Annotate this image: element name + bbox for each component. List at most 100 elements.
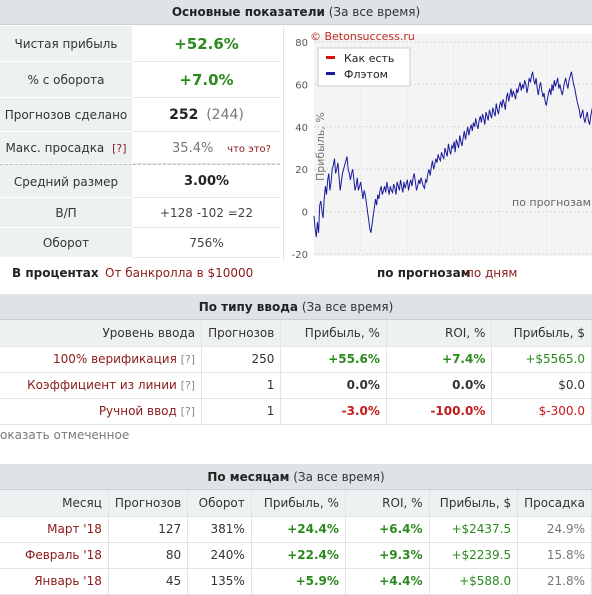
turnover: 135% (187, 568, 252, 595)
legend-label-as-is: Как есть (344, 52, 394, 65)
col-profit-pct: Прибыль, % (251, 490, 346, 517)
col-month: Месяц (0, 490, 109, 517)
col-input-level: Уровень ввода (0, 320, 203, 347)
what-is-this-link[interactable]: что это? (227, 144, 271, 155)
max-drawdown-help-link[interactable]: [?] (112, 142, 127, 155)
profit-chart-svg: 80 60 40 20 0 -20 © Betonsuccess.ru Как есть … (292, 30, 592, 261)
profit-pct: 0.0% (280, 372, 387, 399)
month-link[interactable]: Февраль '18 (0, 542, 109, 569)
month-link[interactable]: Январь '18 (0, 568, 109, 595)
forecasts-count: 252 (169, 107, 199, 123)
value-average-size: 3.00% (133, 164, 280, 198)
profit-pct: +24.4% (251, 516, 346, 543)
summary-footer: В процентах От банкролла в $10000 по про… (0, 261, 592, 285)
drawdown: 24.9% (517, 516, 592, 543)
by-forecasts-label: по прогнозам (377, 266, 471, 280)
input-level-name[interactable]: Ручной ввод (98, 404, 177, 418)
bankroll-link[interactable]: От банкролла в $10000 (105, 266, 254, 280)
drawdown: 21.8% (517, 568, 592, 595)
roi: +4.4% (345, 568, 430, 595)
by-month-title: По месяцам (207, 470, 290, 484)
profit-pct: +55.6% (280, 346, 387, 373)
input-level-name[interactable]: Коэффициент из линии (27, 378, 177, 392)
turnover: 381% (187, 516, 252, 543)
max-drawdown-label: Макс. просадка (5, 141, 105, 155)
summary-period: (За все время) (328, 5, 421, 19)
profit-usd: +$2437.5 (429, 516, 519, 543)
legend-swatch-flat (326, 72, 335, 75)
profit-pct: +22.4% (251, 542, 346, 569)
forecast-count: 80 (108, 542, 189, 569)
by-input-period: (За все время) (301, 300, 394, 314)
by-month-header-row: Месяц Прогнозов Оборот Прибыль, % ROI, %… (0, 490, 592, 517)
chart-legend: Как есть Флэтом (317, 47, 411, 87)
by-input-table: Уровень ввода Прогнозов Прибыль, % ROI, … (0, 320, 592, 425)
by-month-period: (За все время) (293, 470, 385, 484)
col-roi: ROI, % (345, 490, 430, 517)
summary-title: Основные показатели (171, 5, 325, 19)
profit-usd: +$5565.0 (491, 346, 592, 373)
col-drawdown: Просадка (517, 490, 592, 517)
table-row: 100% верификация [?] 250 +55.6% +7.4% +$… (0, 346, 592, 373)
label-average-size: Средний размер (0, 164, 132, 198)
col-profit-pct: Прибыль, % (280, 320, 387, 347)
by-month-header: По месяцам (За все время) (0, 464, 592, 490)
label-net-profit: Чистая прибыль (0, 26, 132, 62)
profit-chart: 80 60 40 20 0 -20 © Betonsuccess.ru Как есть … (283, 26, 592, 261)
input-level-help[interactable]: [?] (180, 379, 196, 392)
profit-usd: $0.0 (491, 372, 592, 399)
forecast-count: 45 (108, 568, 189, 595)
chart-series-flat-line (313, 71, 592, 238)
chart-y-tick-label: 80 (295, 38, 308, 49)
chart-y-tick-label: 40 (295, 123, 308, 134)
month-link[interactable]: Март '18 (0, 516, 109, 543)
col-profit-usd: Прибыль, $ (429, 490, 519, 517)
chart-y-tick-label: 60 (295, 80, 308, 91)
value-turnover-percent: +7.0% (133, 62, 280, 98)
by-input-header: По типу ввода (За все время) (0, 294, 592, 320)
value-forecasts-made: 252 (244) (133, 98, 280, 132)
col-turnover: Оборот (187, 490, 252, 517)
label-win-loss: В/П (0, 198, 132, 228)
label-turnover-percent: % с оборота (0, 62, 132, 98)
table-row: Ручной ввод [?] 1 -3.0% -100.0% $-300.0 (0, 398, 592, 425)
max-drawdown-value: 35.4% (172, 141, 214, 156)
summary-header: Основные показатели (За все время) (0, 0, 592, 25)
by-input-title: По типу ввода (198, 300, 299, 314)
forecast-count: 250 (201, 346, 282, 373)
forecast-count: 1 (201, 372, 282, 399)
show-selected-link[interactable]: оказать отмеченное (0, 428, 130, 442)
table-row: Коэффициент из линии [?] 1 0.0% 0.0% $0.… (0, 372, 592, 399)
drawdown: 15.8% (517, 542, 592, 569)
label-max-drawdown: Макс. просадка [?] (0, 132, 132, 164)
profit-usd: +$2239.5 (429, 542, 519, 569)
legend-label-flat: Флэтом (344, 68, 388, 81)
by-input-header-row: Уровень ввода Прогнозов Прибыль, % ROI, … (0, 320, 592, 347)
col-profit-usd: Прибыль, $ (491, 320, 592, 347)
chart-y-tick-label: 0 (302, 208, 308, 219)
chart-watermark: © Betonsuccess.ru (310, 30, 415, 43)
col-roi: ROI, % (386, 320, 493, 347)
col-forecasts: Прогнозов (201, 320, 282, 347)
value-max-drawdown: 35.4% что это? (133, 132, 280, 164)
by-days-link[interactable]: по дням (466, 266, 518, 280)
roi: +6.4% (345, 516, 430, 543)
value-net-profit: +52.6% (133, 26, 280, 62)
input-level-name[interactable]: 100% верификация (52, 352, 177, 366)
col-forecasts: Прогнозов (108, 490, 189, 517)
label-forecasts-made: Прогнозов сделано (0, 98, 132, 132)
turnover: 240% (187, 542, 252, 569)
profit-usd: +$588.0 (429, 568, 519, 595)
forecast-count: 1 (201, 398, 282, 425)
table-row: Март '18 127 381% +24.4% +6.4% +$2437.5 … (0, 516, 592, 543)
chart-x-axis-label: по прогнозам (512, 196, 591, 209)
table-row: Февраль '18 80 240% +22.4% +9.3% +$2239.… (0, 542, 592, 569)
roi: -100.0% (386, 398, 493, 425)
legend-swatch-as-is (326, 56, 335, 59)
input-level-help[interactable]: [?] (180, 405, 196, 418)
profit-pct: +5.9% (251, 568, 346, 595)
forecast-count: 127 (108, 516, 189, 543)
roi: +9.3% (345, 542, 430, 569)
profit-pct: -3.0% (280, 398, 387, 425)
input-level-help[interactable]: [?] (180, 353, 196, 366)
